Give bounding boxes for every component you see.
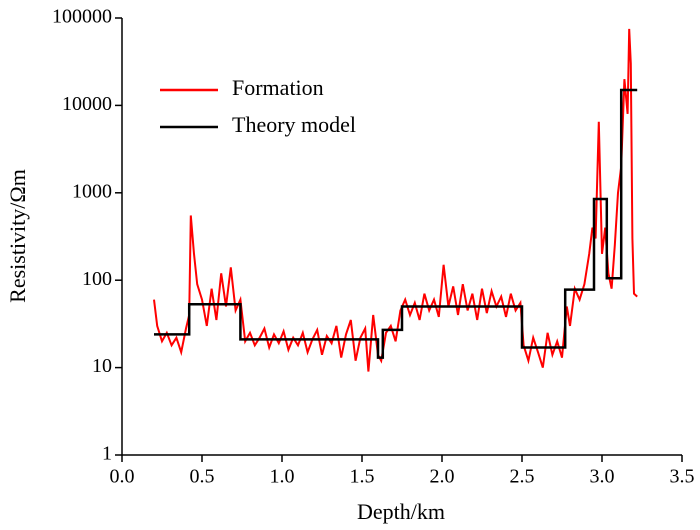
y-tick-label: 1000 xyxy=(72,180,112,202)
x-tick-label: 3.5 xyxy=(670,466,695,488)
x-tick-label: 1.5 xyxy=(350,466,375,488)
x-tick-label: 0.5 xyxy=(190,466,215,488)
series-line xyxy=(154,88,638,359)
legend-label: Formation xyxy=(232,75,324,100)
y-tick-label: 1 xyxy=(102,443,112,465)
x-axis-label: Depth/km xyxy=(357,499,445,524)
legend-label: Theory model xyxy=(232,112,356,137)
y-tick-label: 100000 xyxy=(52,6,112,28)
y-tick-label: 100 xyxy=(82,268,112,290)
y-tick-label: 10000 xyxy=(62,93,112,115)
x-tick-label: 3.0 xyxy=(590,466,615,488)
x-tick-label: 0.0 xyxy=(110,466,135,488)
y-axis-label: Resistivity/Ωm xyxy=(5,169,30,303)
x-tick-label: 1.0 xyxy=(270,466,295,488)
x-tick-label: 2.0 xyxy=(430,466,455,488)
x-tick-label: 2.5 xyxy=(510,466,535,488)
y-tick-label: 10 xyxy=(92,355,112,377)
